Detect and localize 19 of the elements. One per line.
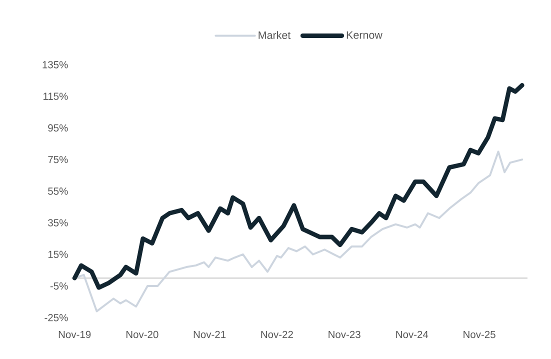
y-tick-label: 35% [48, 219, 68, 227]
legend-label: Market [258, 31, 291, 40]
y-tick-label: 75% [48, 156, 68, 164]
x-tick-label: Nov-21 [194, 330, 226, 338]
line-series [72, 83, 524, 290]
y-tick-label: 135% [42, 61, 68, 68]
y-tick-label: -25% [44, 314, 68, 322]
x-tick-label: Nov-19 [58, 330, 91, 338]
x-tick-label: Nov-23 [328, 330, 360, 338]
y-tick-label: 95% [48, 124, 68, 132]
x-tick-label: Nov-22 [261, 330, 293, 338]
x-tick-label: Nov-24 [396, 330, 428, 338]
y-tick-label: 15% [48, 250, 68, 258]
y-tick-label: 55% [48, 188, 68, 195]
y-tick-label: -5% [50, 282, 68, 290]
x-tick-label: Nov-25 [464, 330, 496, 338]
legend-label: Kernow [346, 31, 382, 39]
y-tick-label: 115% [44, 92, 68, 100]
x-tick-label: Nov-20 [126, 330, 158, 338]
